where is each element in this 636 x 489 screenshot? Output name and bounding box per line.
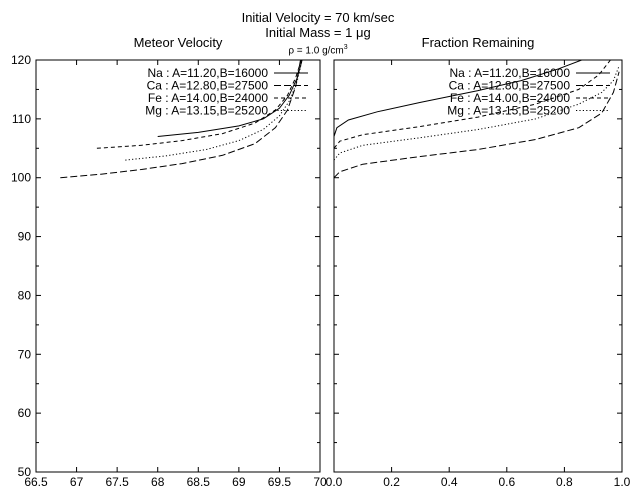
velocity-ytick-label: 120	[11, 53, 31, 67]
fraction-xtick-label: 0.8	[556, 475, 573, 489]
chart-header-velocity: Initial Velocity = 70 km/sec	[241, 10, 395, 25]
velocity-xtick-label: 69.5	[268, 475, 292, 489]
fraction-title: Fraction Remaining	[422, 35, 535, 50]
fraction-panel: Fraction Remaining 0.0 0.2 0.4 0.6 0.8 1.0 Na :…	[326, 35, 631, 489]
fraction-xtick-label: 0.0	[326, 475, 343, 489]
velocity-xtick-label: 66.5	[24, 475, 48, 489]
density-text: ρ = 1.0 g/cm	[288, 45, 344, 57]
fraction-legend-label-ca: Ca : A=12.80,B=27500	[449, 79, 571, 93]
fraction-series-fe	[334, 60, 611, 149]
velocity-ytick-label: 80	[18, 288, 32, 302]
velocity-legend-label-mg: Mg : A=13.15,B=25200	[145, 104, 268, 118]
velocity-series-mg	[125, 60, 303, 161]
fraction-series-group	[334, 60, 620, 179]
fraction-legend-label-fe: Fe : A=14.00,B=24000	[450, 91, 570, 105]
velocity-series-ca	[60, 60, 301, 179]
chart-header-mass: Initial Mass = 1 μg	[265, 25, 371, 40]
velocity-ytick-label: 50	[18, 465, 32, 479]
velocity-legend-label-fe: Fe : A=14.00,B=24000	[148, 91, 268, 105]
velocity-legend-label-ca: Ca : A=12.80,B=27500	[147, 79, 269, 93]
velocity-ytick-label: 70	[18, 347, 32, 361]
chart-header-density: ρ = 1.0 g/cm3	[0, 41, 636, 57]
velocity-series-group	[60, 60, 303, 179]
velocity-legend-label-na: Na : A=11.20,B=16000	[147, 66, 268, 80]
velocity-xtick-label: 68.5	[187, 475, 211, 489]
fraction-xtick-label: 0.2	[383, 475, 400, 489]
velocity-xtick-label: 67	[70, 475, 84, 489]
density-exponent: 3	[343, 44, 348, 51]
fraction-series-mg	[334, 65, 620, 161]
velocity-frame	[35, 59, 321, 473]
fraction-xtick-label: 1.0	[614, 475, 631, 489]
velocity-panel: Meteor Velocity 50 60 70 80 90 100 110 120 66.5 67…	[11, 35, 327, 489]
velocity-xtick-label: 68	[151, 475, 165, 489]
velocity-xtick-label: 67.5	[105, 475, 129, 489]
velocity-ytick-label: 60	[18, 406, 32, 420]
fraction-frame	[333, 59, 623, 473]
velocity-title: Meteor Velocity	[134, 35, 223, 50]
velocity-series-fe	[96, 60, 302, 149]
velocity-xtick-label: 70	[313, 475, 327, 489]
fraction-xtick-label: 0.4	[441, 475, 458, 489]
velocity-ytick-label: 110	[12, 112, 31, 126]
velocity-ytick-label: 100	[11, 171, 31, 185]
fraction-xtick-label: 0.6	[498, 475, 515, 489]
fraction-series-ca	[334, 71, 620, 179]
fraction-series-na	[334, 60, 582, 137]
velocity-ytick-label: 90	[18, 230, 32, 244]
fraction-legend-label-na: Na : A=11.20,B=16000	[449, 66, 570, 80]
fraction-legend-label-mg: Mg : A=13.15,B=25200	[447, 104, 570, 118]
velocity-series-na	[157, 60, 303, 137]
velocity-xtick-label: 69	[232, 475, 246, 489]
